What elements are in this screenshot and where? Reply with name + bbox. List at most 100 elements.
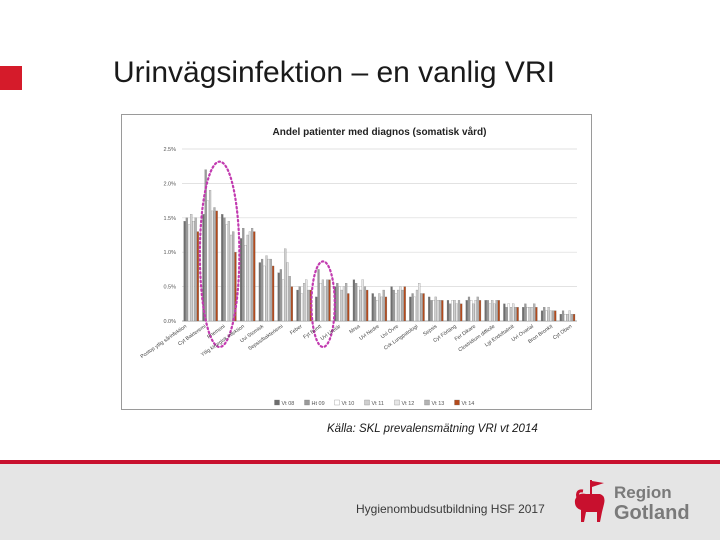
ram-icon xyxy=(574,480,605,522)
bar xyxy=(183,221,186,322)
bar xyxy=(397,289,400,322)
bar xyxy=(258,262,261,322)
bar xyxy=(361,279,364,322)
bar xyxy=(269,258,272,322)
bar xyxy=(470,300,473,322)
bar xyxy=(267,258,270,322)
legend-swatch xyxy=(394,399,400,406)
bar xyxy=(307,289,310,322)
bar xyxy=(403,286,406,322)
bar xyxy=(298,286,301,322)
title-accent-bar xyxy=(0,66,22,90)
bar xyxy=(526,307,529,322)
bar xyxy=(338,286,341,322)
y-tick-label: 2.5% xyxy=(163,147,176,153)
bar xyxy=(282,279,285,322)
bar xyxy=(384,296,388,322)
legend-label: Vt 14 xyxy=(462,401,475,407)
bar xyxy=(446,300,450,322)
bar xyxy=(413,296,416,322)
bar xyxy=(315,296,318,322)
bar xyxy=(505,307,508,322)
bar xyxy=(543,307,546,322)
bar xyxy=(503,303,506,322)
bar xyxy=(380,296,383,322)
bar xyxy=(371,293,374,322)
bar xyxy=(528,307,531,322)
bar xyxy=(568,310,571,322)
legend-swatch xyxy=(424,399,430,406)
footer-text: Hygienombudsutbildning HSF 2017 xyxy=(356,502,545,516)
bar xyxy=(495,300,498,322)
bar xyxy=(251,227,254,322)
source-caption: Källa: SKL prevalensmätning VRI vt 2014 xyxy=(327,423,538,435)
bar xyxy=(213,207,216,322)
bar xyxy=(484,300,487,322)
bar xyxy=(488,303,492,322)
bar xyxy=(192,221,195,322)
bar xyxy=(225,224,228,322)
bar xyxy=(566,313,569,322)
bar xyxy=(300,293,303,322)
bar xyxy=(428,296,431,322)
bar xyxy=(246,234,249,322)
legend-label: Vt 13 xyxy=(432,401,445,407)
bar xyxy=(561,310,565,322)
bar xyxy=(208,190,212,322)
bar xyxy=(570,313,573,322)
chart-frame: Andel patienter med diagnos (somatisk vå… xyxy=(121,114,592,410)
legend-swatch xyxy=(364,399,370,406)
logo-text-gotland: Gotland xyxy=(614,502,690,524)
bar xyxy=(430,300,433,322)
bar xyxy=(242,227,245,322)
x-tick-label: Uvi Nedre xyxy=(358,324,380,342)
bar xyxy=(572,313,576,322)
chart-title: Andel patienter med diagnos (somatisk vå… xyxy=(273,126,487,138)
bar xyxy=(363,286,367,322)
bar xyxy=(472,303,475,322)
bar xyxy=(355,283,358,322)
bar xyxy=(261,258,264,322)
bar xyxy=(352,279,356,322)
bar xyxy=(272,265,275,322)
x-tick-label: Mrsa xyxy=(348,324,361,336)
bar xyxy=(401,289,404,322)
bar xyxy=(509,307,513,322)
bar xyxy=(390,286,393,322)
bar xyxy=(347,293,350,322)
bar xyxy=(491,300,494,322)
bar xyxy=(248,231,251,322)
bar xyxy=(545,310,548,322)
bar xyxy=(478,300,482,322)
bar xyxy=(286,262,289,322)
bar xyxy=(342,286,346,322)
bar xyxy=(455,303,458,322)
legend-swatch xyxy=(274,399,280,406)
bar xyxy=(265,255,268,322)
bar xyxy=(378,293,381,322)
bar xyxy=(279,269,282,322)
bar xyxy=(432,300,435,322)
bar xyxy=(382,289,385,322)
bar xyxy=(336,283,339,322)
bar-chart: Andel patienter med diagnos (somatisk vå… xyxy=(139,126,577,407)
bar xyxy=(449,303,452,322)
bar xyxy=(554,310,557,322)
bar xyxy=(422,293,425,322)
legend-label: Vt 10 xyxy=(342,401,355,407)
bar xyxy=(551,310,555,322)
bar xyxy=(305,279,308,322)
y-tick-label: 2.0% xyxy=(163,181,176,187)
bar xyxy=(411,293,414,322)
y-tick-label: 1.5% xyxy=(163,216,176,222)
bar xyxy=(296,289,299,322)
bar xyxy=(196,231,199,322)
bar xyxy=(533,303,536,322)
bar xyxy=(439,300,442,322)
bar xyxy=(399,286,402,322)
bar xyxy=(221,214,224,322)
bar xyxy=(524,303,527,322)
bar xyxy=(497,300,500,322)
bar xyxy=(234,252,237,322)
bar xyxy=(288,276,291,322)
